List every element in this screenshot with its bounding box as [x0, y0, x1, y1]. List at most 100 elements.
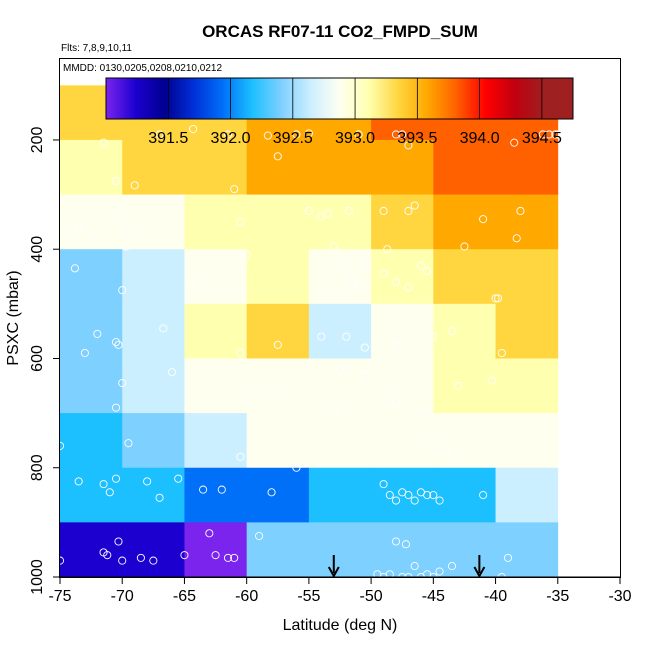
data-point — [379, 206, 388, 216]
data-point — [454, 381, 463, 390]
data-point — [223, 553, 233, 562]
data-point — [404, 206, 413, 216]
data-point — [435, 567, 444, 576]
heatmap-cell — [308, 194, 372, 250]
data-point — [342, 267, 351, 276]
data-point — [255, 531, 264, 541]
data-point — [383, 245, 392, 254]
data-point — [360, 261, 369, 270]
heatmap-cell — [495, 522, 559, 578]
heatmap-cell — [184, 522, 248, 578]
x-tick-label: -45 — [422, 588, 445, 605]
data-point — [487, 376, 496, 385]
data-point — [223, 130, 233, 139]
heatmap-cell — [371, 358, 434, 414]
data-point — [155, 493, 164, 502]
heatmap-cell — [122, 249, 185, 305]
heatmap-cell — [246, 194, 310, 250]
data-point — [273, 152, 282, 161]
data-point — [118, 556, 127, 565]
data-point — [317, 332, 326, 341]
heatmap-cell — [246, 139, 310, 195]
data-point — [410, 201, 419, 210]
colorbar-segment — [222, 78, 253, 119]
heatmap-cell — [122, 139, 185, 195]
data-point — [404, 283, 413, 292]
heatmap-cell — [60, 139, 123, 195]
y-tick-label: 600 — [29, 345, 46, 372]
data-point — [391, 277, 401, 287]
data-point — [186, 280, 195, 289]
heatmap-cell — [184, 194, 248, 250]
colorbar-frame — [105, 77, 574, 120]
heatmap-cell — [60, 358, 123, 414]
x-axis: -75 -70 -65 -60 -55 -50 -45 -40 -35 -30 — [48, 576, 632, 605]
data-point — [180, 551, 189, 560]
data-point — [344, 206, 353, 216]
data-point — [416, 261, 425, 270]
x-tick-label: -65 — [173, 588, 196, 605]
data-point — [491, 294, 500, 303]
colorbar-tick-label: 392.5 — [273, 130, 313, 147]
data-point — [329, 409, 338, 418]
data-point — [111, 338, 121, 347]
data-point — [479, 215, 488, 224]
heatmap-cell — [184, 413, 248, 469]
heatmap-cell — [60, 303, 123, 359]
heatmap-cell — [246, 303, 310, 359]
data-point — [460, 242, 469, 251]
data-point — [404, 491, 413, 500]
x-tick-label: -30 — [608, 588, 631, 605]
data-point — [124, 439, 133, 448]
data-point — [189, 124, 198, 134]
heatmap-cell — [495, 249, 559, 305]
heatmap-cell — [433, 194, 496, 250]
data-point — [124, 228, 133, 237]
data-point — [80, 348, 89, 358]
heatmap-cell — [433, 303, 496, 359]
data-point — [118, 379, 127, 388]
data-point — [429, 332, 438, 341]
data-point — [391, 537, 401, 546]
data-point — [497, 348, 506, 358]
data-point — [199, 485, 208, 494]
data-point — [230, 185, 239, 194]
heatmap-cell — [184, 303, 248, 359]
data-point — [121, 242, 131, 251]
colorbar-tick-label: 391.5 — [148, 130, 188, 147]
colorbar-segment — [251, 78, 282, 119]
data-point — [348, 277, 357, 287]
data-point — [516, 206, 525, 216]
colorbar: 391.5 392.0 392.5 393.0 393.5 394.0 394.5 — [105, 77, 574, 147]
data-point — [401, 540, 411, 549]
data-point — [379, 269, 388, 278]
heatmap-cell — [246, 522, 310, 578]
data-point — [391, 398, 401, 407]
data-point — [329, 242, 338, 251]
x-tick-label: -70 — [111, 588, 134, 605]
data-point — [354, 283, 363, 292]
heatmap-cell — [122, 522, 185, 578]
data-point — [273, 340, 282, 349]
data-point — [87, 234, 96, 243]
data-point — [354, 130, 363, 139]
heatmap-cell — [122, 358, 185, 414]
data-point — [217, 485, 226, 494]
data-point — [114, 537, 123, 546]
data-point — [510, 138, 519, 147]
data-point — [118, 286, 127, 295]
data-point — [114, 340, 123, 349]
heatmap-cell — [308, 413, 372, 469]
heatmap-cell — [60, 413, 123, 469]
heatmap-cell — [308, 249, 372, 305]
data-point — [493, 294, 503, 303]
heatmap-cell — [246, 413, 310, 469]
heatmap-cell — [371, 522, 434, 578]
data-point — [398, 130, 407, 139]
data-point — [553, 130, 562, 139]
heatmap-cell — [371, 413, 434, 469]
heatmap-cell — [433, 467, 496, 523]
heatmap-cell — [308, 522, 372, 578]
data-point — [323, 209, 332, 218]
data-point — [385, 491, 394, 500]
